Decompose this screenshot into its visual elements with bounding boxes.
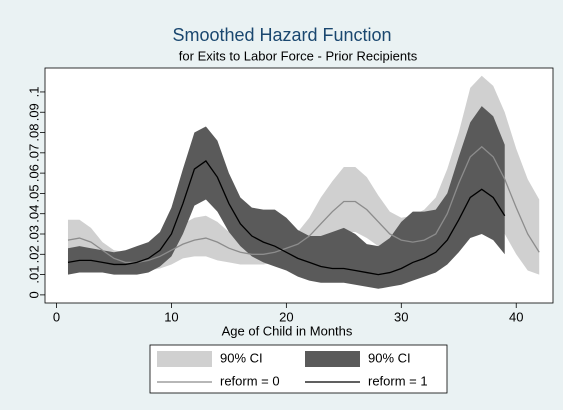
x-tick-label: 20 <box>279 309 293 324</box>
y-tick-label: 0 <box>26 291 41 298</box>
legend-swatch <box>305 351 360 367</box>
y-tick-label: .04 <box>26 205 41 223</box>
y-tick-label: .05 <box>26 184 41 202</box>
line <box>67 160 506 276</box>
y-tick-label: .09 <box>26 103 41 121</box>
ci-band <box>67 106 505 289</box>
marks <box>67 75 540 289</box>
legend-swatch <box>157 351 212 367</box>
chart-subtitle: for Exits to Labor Force - Prior Recipie… <box>179 48 418 63</box>
legend <box>149 344 448 394</box>
x-tick-label: 40 <box>509 309 523 324</box>
y-tick-label: .1 <box>26 87 41 98</box>
x-tick-label: 10 <box>164 309 178 324</box>
legend-label: 90% CI <box>220 350 263 365</box>
y-tick-label: .07 <box>26 144 41 162</box>
line <box>67 145 540 264</box>
legend-label: reform = 1 <box>368 373 428 388</box>
legend-label: reform = 0 <box>220 373 280 388</box>
legend-label: 90% CI <box>368 350 411 365</box>
y-tick-label: .06 <box>26 164 41 182</box>
x-tick-label: 0 <box>53 309 60 324</box>
y-tick-label: .03 <box>26 225 41 243</box>
x-axis-title: Age of Child in Months <box>222 323 353 338</box>
x-tick-label: 30 <box>394 309 408 324</box>
chart-title: Smoothed Hazard Function <box>172 25 391 45</box>
y-tick-label: .08 <box>26 123 41 141</box>
y-tick-label: .01 <box>26 266 41 284</box>
y-tick-label: .02 <box>26 245 41 263</box>
